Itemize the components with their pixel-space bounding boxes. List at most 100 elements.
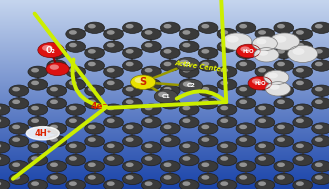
Text: H₂O: H₂O	[242, 49, 254, 53]
Circle shape	[145, 81, 153, 85]
Circle shape	[123, 173, 142, 185]
Circle shape	[293, 180, 313, 189]
Circle shape	[12, 137, 20, 142]
Circle shape	[47, 173, 66, 185]
Circle shape	[277, 100, 285, 104]
Circle shape	[164, 49, 171, 54]
Text: Active Center: Active Center	[174, 60, 225, 73]
Circle shape	[0, 156, 1, 161]
Circle shape	[255, 28, 275, 40]
Circle shape	[145, 43, 153, 47]
FancyArrowPatch shape	[13, 14, 106, 179]
Circle shape	[258, 43, 266, 47]
Circle shape	[0, 119, 1, 123]
Circle shape	[69, 144, 77, 148]
Circle shape	[269, 84, 280, 90]
Circle shape	[88, 163, 96, 167]
Circle shape	[258, 106, 266, 110]
Circle shape	[31, 68, 39, 73]
Circle shape	[252, 36, 277, 51]
Circle shape	[176, 57, 199, 71]
Circle shape	[239, 24, 247, 29]
Circle shape	[255, 66, 275, 77]
Circle shape	[198, 85, 218, 96]
Circle shape	[248, 76, 272, 90]
Circle shape	[296, 119, 304, 123]
Circle shape	[274, 36, 286, 43]
Circle shape	[277, 125, 285, 129]
Circle shape	[123, 22, 142, 33]
Circle shape	[85, 123, 105, 134]
Circle shape	[236, 22, 256, 33]
Circle shape	[312, 85, 329, 96]
Circle shape	[198, 161, 218, 172]
Circle shape	[123, 60, 142, 71]
Circle shape	[312, 123, 329, 134]
Circle shape	[38, 43, 64, 58]
Circle shape	[85, 161, 105, 172]
Circle shape	[69, 68, 77, 73]
Circle shape	[255, 41, 275, 52]
Circle shape	[198, 47, 218, 59]
Circle shape	[0, 104, 10, 115]
Circle shape	[296, 30, 304, 35]
Circle shape	[141, 180, 161, 189]
Circle shape	[31, 81, 39, 85]
Circle shape	[183, 156, 190, 161]
Circle shape	[107, 156, 115, 161]
Circle shape	[28, 104, 48, 115]
Circle shape	[104, 104, 123, 115]
Circle shape	[161, 60, 180, 71]
Circle shape	[277, 49, 285, 54]
Circle shape	[28, 79, 48, 90]
Circle shape	[107, 30, 115, 35]
Text: 4e⁻: 4e⁻	[90, 102, 107, 111]
Circle shape	[164, 62, 171, 66]
Circle shape	[88, 87, 96, 91]
Circle shape	[123, 98, 142, 109]
Circle shape	[183, 68, 190, 73]
Circle shape	[107, 144, 115, 148]
Circle shape	[312, 161, 329, 172]
Circle shape	[258, 81, 266, 85]
Circle shape	[237, 44, 260, 58]
Circle shape	[217, 180, 237, 189]
Circle shape	[141, 104, 161, 115]
Circle shape	[274, 47, 293, 59]
Circle shape	[183, 81, 190, 85]
Circle shape	[50, 137, 58, 142]
Circle shape	[154, 90, 178, 103]
Circle shape	[179, 79, 203, 93]
Circle shape	[164, 24, 171, 29]
Circle shape	[42, 45, 53, 51]
Circle shape	[104, 154, 123, 166]
Circle shape	[46, 62, 69, 76]
Circle shape	[236, 98, 256, 109]
Circle shape	[258, 30, 266, 35]
Circle shape	[161, 47, 180, 59]
Circle shape	[145, 181, 153, 186]
Circle shape	[315, 137, 323, 142]
Circle shape	[183, 43, 190, 47]
Circle shape	[315, 49, 323, 54]
Circle shape	[315, 175, 323, 180]
Circle shape	[145, 30, 153, 35]
Circle shape	[315, 24, 323, 29]
Circle shape	[126, 24, 134, 29]
Circle shape	[12, 100, 20, 104]
Circle shape	[0, 142, 10, 153]
Circle shape	[274, 173, 293, 185]
Circle shape	[12, 163, 20, 167]
Circle shape	[126, 125, 134, 129]
Circle shape	[315, 100, 323, 104]
Circle shape	[145, 156, 153, 161]
Circle shape	[28, 154, 48, 166]
Circle shape	[239, 49, 247, 54]
Circle shape	[161, 98, 180, 109]
Circle shape	[180, 60, 189, 65]
Circle shape	[69, 181, 77, 186]
Circle shape	[107, 181, 115, 186]
Circle shape	[131, 75, 156, 89]
Text: S: S	[139, 77, 147, 87]
Circle shape	[236, 85, 256, 96]
